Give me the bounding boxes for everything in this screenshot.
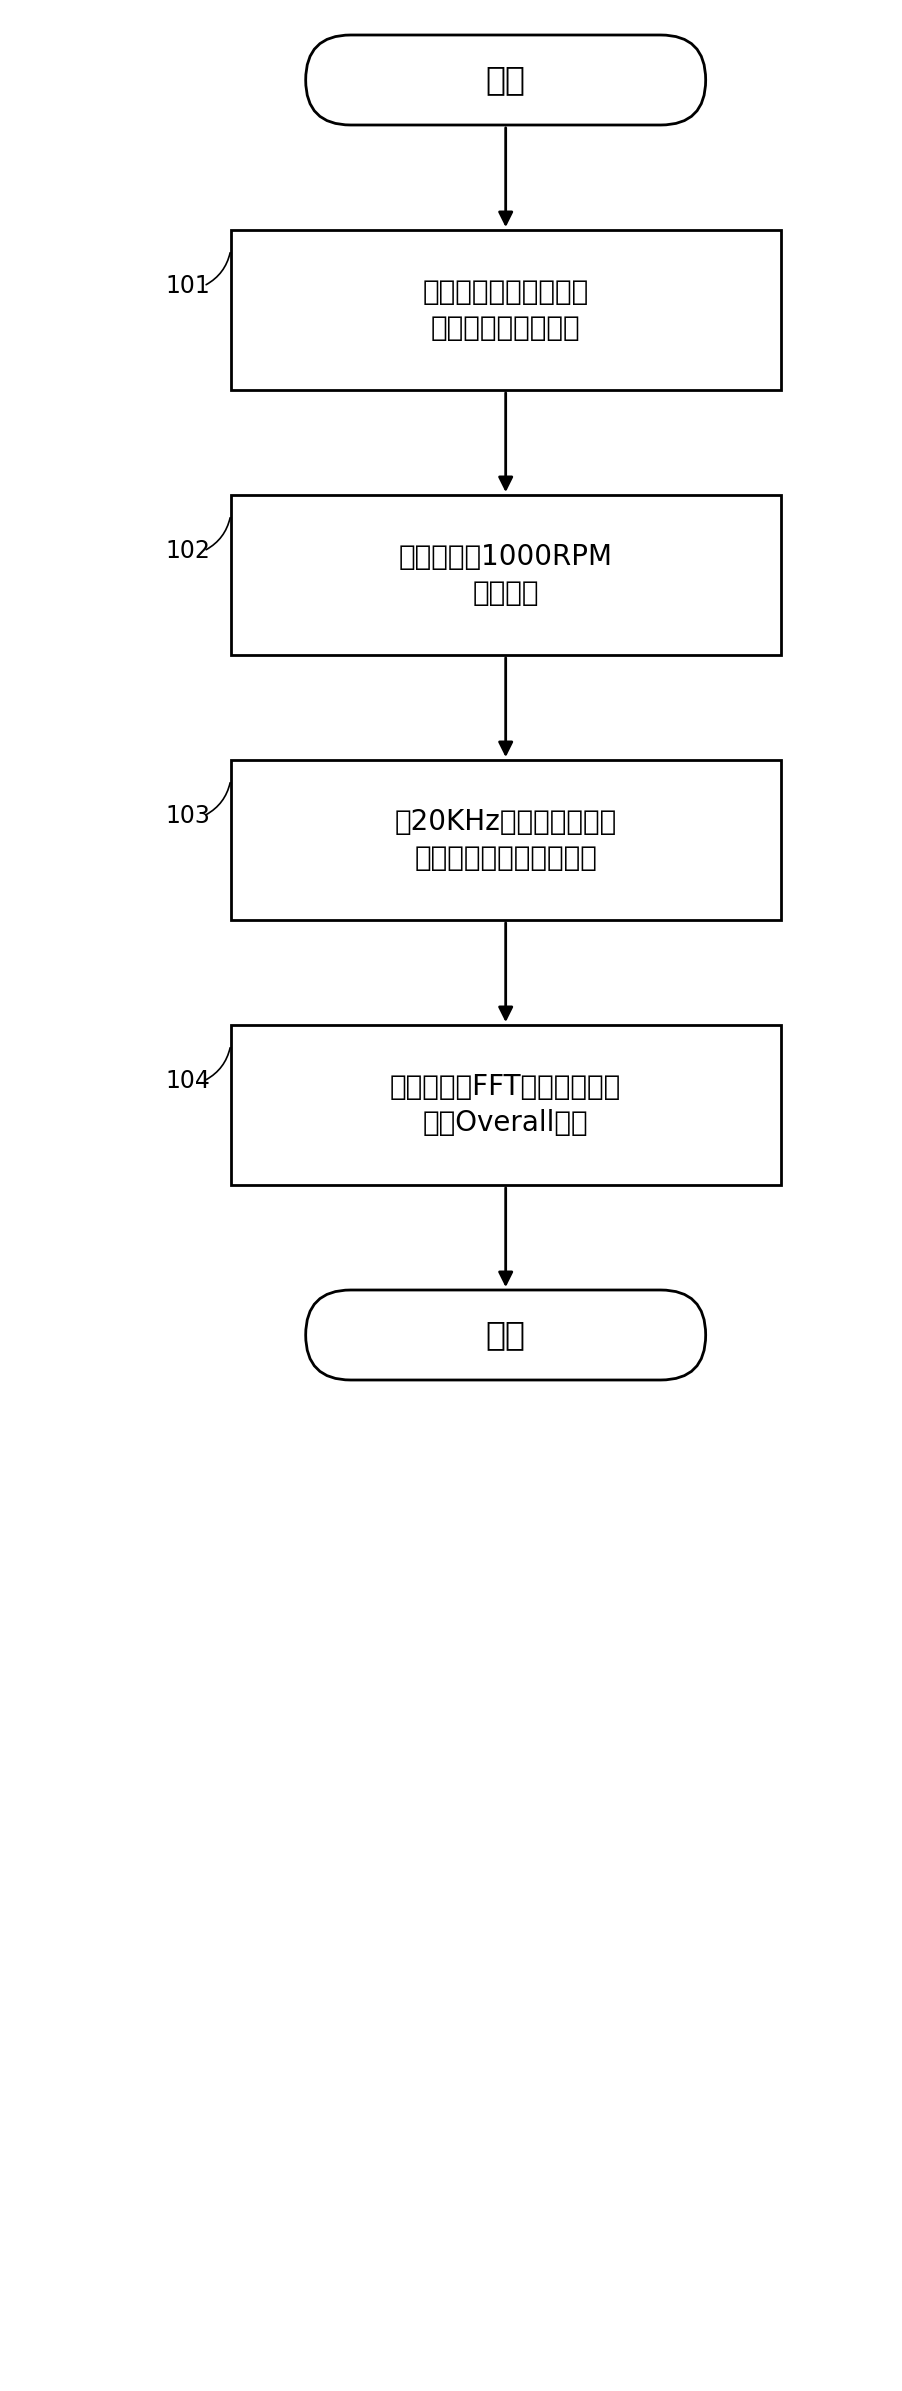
Text: 101: 101 [165,275,210,299]
Text: 103: 103 [165,803,210,827]
Text: 以20KHz采样率同步采集
加速度、转速传感器信号: 以20KHz采样率同步采集 加速度、转速传感器信号 [394,808,616,873]
Bar [230,760,780,921]
Text: 102: 102 [165,538,210,562]
Text: 对数据进行FFT分析，计算产
品的Overall结果: 对数据进行FFT分析，计算产 品的Overall结果 [390,1074,621,1138]
Text: 控制电机以1000RPM
转速运行: 控制电机以1000RPM 转速运行 [399,543,612,607]
Bar [230,230,780,390]
FancyBboxPatch shape [306,36,704,124]
Text: 结束: 结束 [485,1317,525,1351]
Text: 开始: 开始 [485,65,525,96]
Text: 104: 104 [165,1069,210,1093]
Text: 控制气缸动作使加速度
传感器接触电机外壳: 控制气缸动作使加速度 传感器接触电机外壳 [422,277,588,342]
FancyBboxPatch shape [306,1291,704,1380]
Bar [230,495,780,655]
Bar [230,1026,780,1186]
